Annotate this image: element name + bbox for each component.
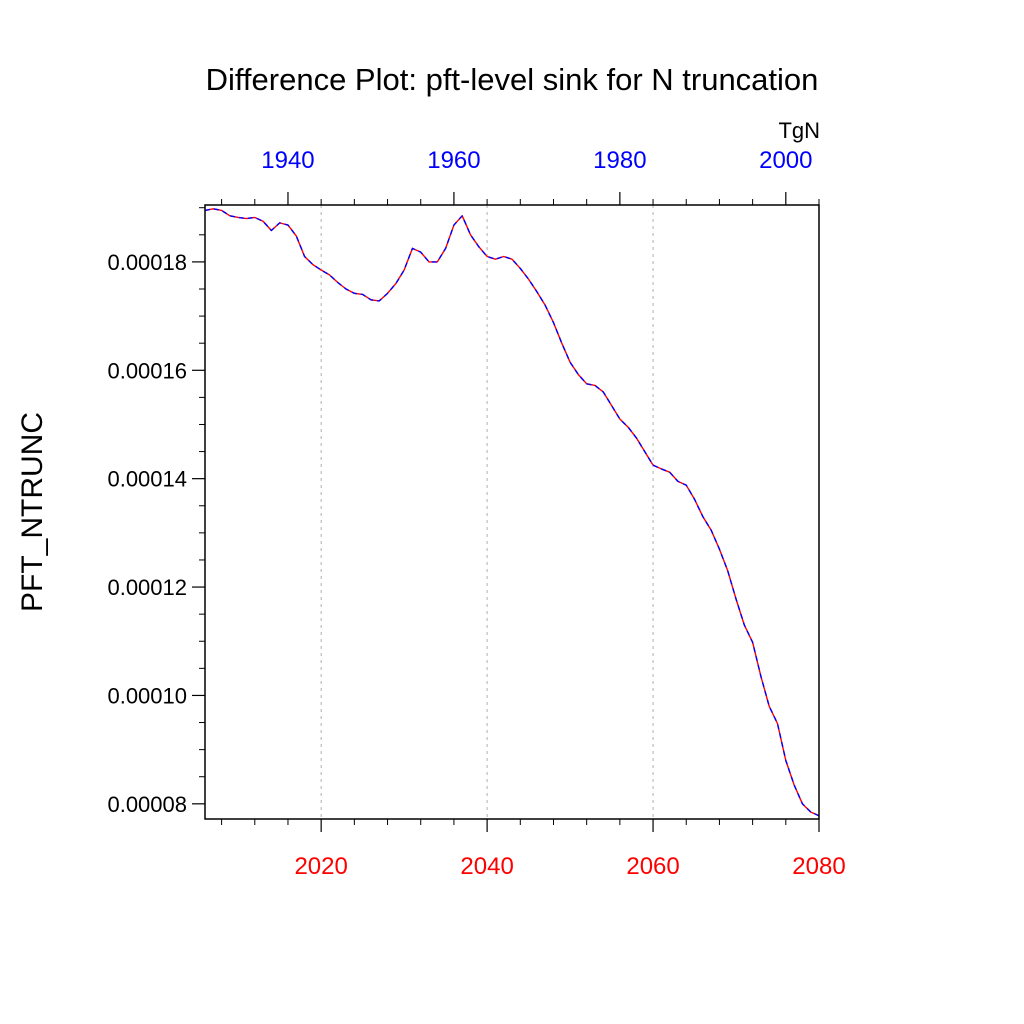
y-tick-label: 0.00010 <box>107 683 187 708</box>
bottom-tick-label: 2060 <box>626 853 679 880</box>
series-line-1 <box>204 208 820 817</box>
y-tick-label: 0.00008 <box>107 792 187 817</box>
bottom-tick-label: 2080 <box>792 853 845 880</box>
gridlines <box>320 205 654 819</box>
units-label: TgN <box>778 118 820 143</box>
top-tick-label: 1940 <box>261 147 314 174</box>
chart-title: Difference Plot: pft-level sink for N tr… <box>206 62 819 97</box>
top-tick-label: 1960 <box>427 147 480 174</box>
y-tick-label: 0.00012 <box>107 575 187 600</box>
top-tick-label: 2000 <box>759 147 812 174</box>
top-tick-label: 1980 <box>593 147 646 174</box>
bottom-tick-label: 2040 <box>460 853 513 880</box>
y-axis-ticks: 0.00008 0.00010 0.00012 0.00014 0.00016 0.000… <box>107 250 205 817</box>
series-lines <box>204 208 820 817</box>
y-axis-label: PFT_NTRUNC <box>16 412 49 612</box>
top-axis-ticks: 1940 1960 1980 2000 <box>261 147 813 205</box>
y-tick-label: 0.00016 <box>107 358 187 383</box>
minor-ticks <box>199 199 820 825</box>
bottom-axis-ticks: 2020 2040 2060 2080 <box>294 819 846 880</box>
bottom-tick-label: 2020 <box>294 853 347 880</box>
y-tick-label: 0.00014 <box>107 467 187 492</box>
plot-frame <box>204 204 820 820</box>
y-tick-label: 0.00018 <box>107 250 187 275</box>
